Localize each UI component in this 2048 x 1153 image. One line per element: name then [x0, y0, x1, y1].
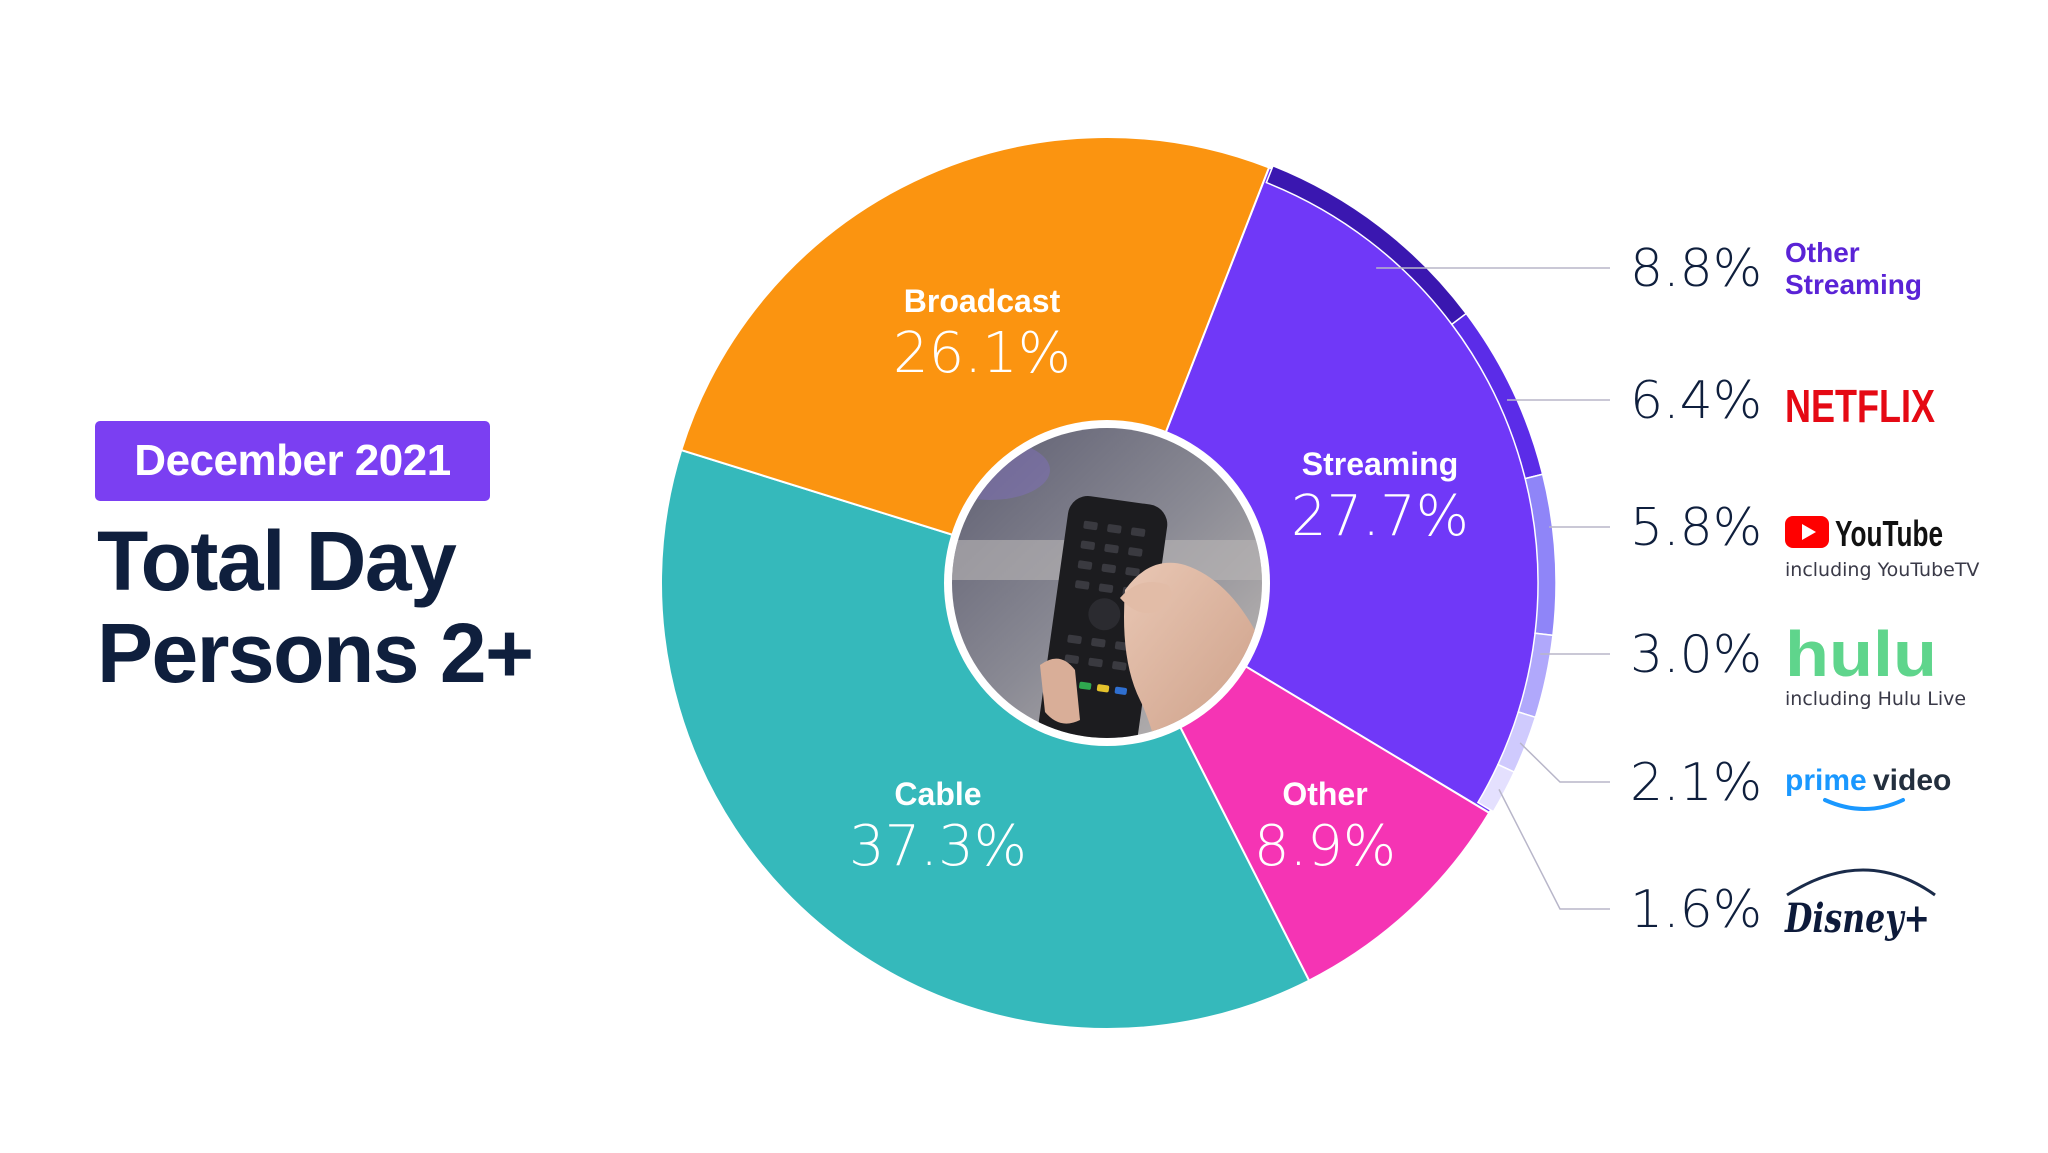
slice-value-other: 8.9%	[1254, 814, 1396, 879]
prime-video-logo-prime: prime	[1785, 764, 1867, 797]
slice-label-streaming: Streaming	[1302, 446, 1458, 482]
remote-photo	[944, 420, 1270, 746]
title-line-2: Persons 2+	[97, 606, 534, 700]
leader-line-disney	[1498, 789, 1610, 910]
breakdown-value-youtube: 5.8%	[1630, 498, 1762, 558]
slice-label-cable: Cable	[894, 776, 981, 812]
slice-label-other: Other	[1282, 776, 1367, 812]
play-icon	[1802, 524, 1816, 540]
breakdown-value-other-streaming: 8.8%	[1630, 239, 1762, 299]
disney-arc-icon	[1786, 868, 1936, 897]
slice-value-streaming: 27.7%	[1291, 484, 1469, 549]
youtube-note: including YouTubeTV	[1785, 559, 1979, 581]
hulu-logo: hulu	[1785, 618, 1937, 690]
slice-value-cable: 37.3%	[849, 814, 1027, 879]
other-streaming-label-line2: Streaming	[1785, 269, 1922, 300]
page-title: Total Day Persons 2+	[97, 514, 534, 700]
disney-plus-logo: Disney+	[1784, 895, 1930, 942]
slice-label-broadcast: Broadcast	[904, 283, 1061, 319]
breakdown-value-netflix: 6.4%	[1630, 371, 1762, 431]
slice-cable	[660, 448, 1311, 1030]
date-badge: December 2021	[95, 421, 490, 501]
youtube-logo: YouTube	[1835, 513, 1943, 554]
breakdown-value-disney: 1.6%	[1630, 880, 1762, 940]
ring-segment-disney	[1476, 763, 1516, 813]
other-streaming-label-line1: Other	[1785, 237, 1860, 268]
slice-value-broadcast: 26.1%	[893, 321, 1071, 386]
hulu-note: including Hulu Live	[1785, 688, 1966, 710]
streaming-ring	[1265, 164, 1557, 813]
prime-smile-icon	[1823, 798, 1905, 811]
leader-line-prime-video	[1519, 742, 1610, 783]
title-line-1: Total Day	[97, 514, 457, 608]
prime-video-logo-video: video	[1873, 764, 1951, 797]
breakdown-value-hulu: 3.0%	[1630, 625, 1762, 685]
breakdown-value-prime-video: 2.1%	[1630, 753, 1762, 813]
netflix-logo: NETFLIX	[1785, 380, 1935, 432]
